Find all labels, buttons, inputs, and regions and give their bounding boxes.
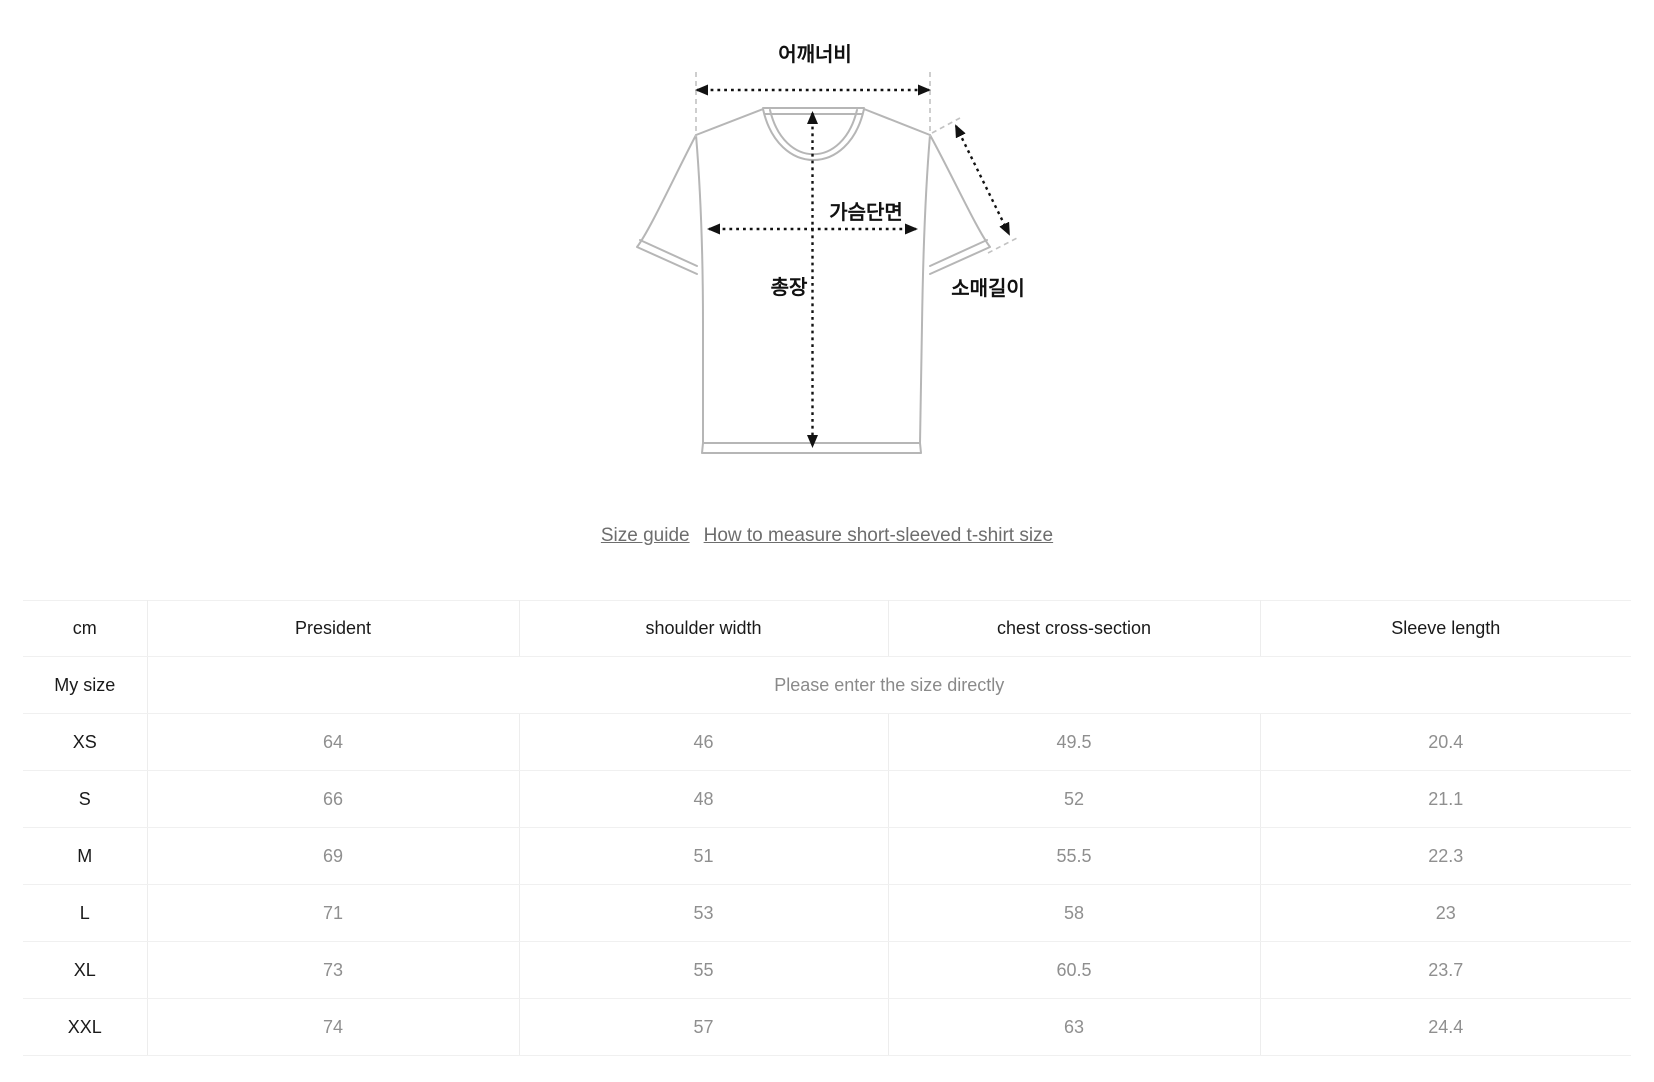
table-header-row: cm President shoulder width chest cross-… [23,600,1631,657]
value-cell: 64 [147,713,520,771]
size-row-xs: XS 64 46 49.5 20.4 [23,713,1631,771]
size-row-l: L 71 53 58 23 [23,884,1631,942]
value-cell: 23.7 [1260,941,1631,999]
value-cell: 21.1 [1260,770,1631,828]
value-cell: 49.5 [888,713,1261,771]
column-header-shoulder-width: shoulder width [519,600,889,657]
value-cell: 55 [519,941,889,999]
value-cell: 73 [147,941,520,999]
chest-label: 가슴단면 [829,201,903,224]
column-header-chest: chest cross-section [888,600,1261,657]
value-cell: 74 [147,998,520,1056]
value-cell: 24.4 [1260,998,1631,1056]
size-label-cell: M [23,827,148,885]
value-cell: 63 [888,998,1261,1056]
value-cell: 23 [1260,884,1631,942]
size-label-cell: L [23,884,148,942]
size-row-s: S 66 48 52 21.1 [23,770,1631,828]
sleeve-length-label: 소매길이 [951,277,1025,300]
size-label-cell: XL [23,941,148,999]
value-cell: 22.3 [1260,827,1631,885]
how-to-measure-link[interactable]: How to measure short-sleeved t-shirt siz… [703,525,1054,546]
value-cell: 53 [519,884,889,942]
value-cell: 71 [147,884,520,942]
my-size-input-cell[interactable]: Please enter the size directly [147,656,1631,714]
my-size-label-cell: My size [23,656,148,714]
tshirt-diagram-svg: 어깨너비 가슴단면 총장 소매길이 [636,43,1025,454]
column-header-total-length: President [147,600,520,657]
value-cell: 66 [147,770,520,828]
size-row-xxl: XXL 74 57 63 24.4 [23,998,1631,1056]
my-size-row: My size Please enter the size directly [23,656,1631,714]
value-cell: 52 [888,770,1261,828]
value-cell: 46 [519,713,889,771]
size-label-cell: XXL [23,998,148,1056]
value-cell: 69 [147,827,520,885]
value-cell: 51 [519,827,889,885]
size-links-row: Size guide How to measure short-sleeved t… [0,523,1654,549]
size-row-xl: XL 73 55 60.5 23.7 [23,941,1631,999]
size-label-cell: XS [23,713,148,771]
size-row-m: M 69 51 55.5 22.3 [23,827,1631,885]
sleeve-length-arrow [954,124,1011,236]
measure-guide-lines [695,72,1020,254]
value-cell: 48 [519,770,889,828]
value-cell: 20.4 [1260,713,1631,771]
size-table: cm President shoulder width chest cross-… [23,600,1631,1056]
size-label-cell: S [23,770,148,828]
value-cell: 60.5 [888,941,1261,999]
tshirt-measurement-diagram: 어깨너비 가슴단면 총장 소매길이 [600,25,1060,460]
shoulder-width-label: 어깨너비 [778,43,852,66]
value-cell: 57 [519,998,889,1056]
size-guide-link[interactable]: Size guide [600,525,690,546]
column-header-sleeve-length: Sleeve length [1260,600,1631,657]
value-cell: 58 [888,884,1261,942]
value-cell: 55.5 [888,827,1261,885]
total-length-label: 총장 [771,276,808,299]
unit-header-cell: cm [23,600,148,657]
